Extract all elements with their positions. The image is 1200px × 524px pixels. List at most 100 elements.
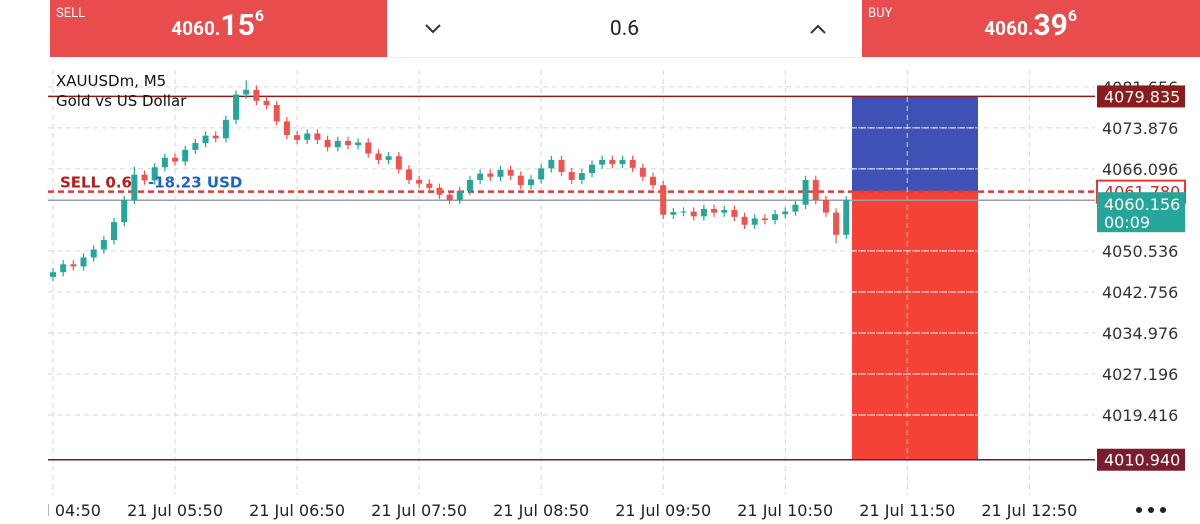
candle-body bbox=[100, 240, 107, 250]
more-menu[interactable] bbox=[1136, 507, 1166, 513]
candle-body bbox=[639, 167, 646, 177]
volume-value[interactable]: 0.6 bbox=[609, 17, 640, 41]
candle-body bbox=[568, 172, 575, 180]
candle-body bbox=[589, 164, 596, 174]
candle-body bbox=[395, 156, 402, 170]
x-tick-label: 21 Jul 08:50 bbox=[493, 501, 589, 520]
candle-body bbox=[660, 185, 667, 215]
candle-body bbox=[477, 173, 484, 180]
candle-body bbox=[375, 153, 382, 160]
candle-body bbox=[670, 212, 677, 215]
candle-body bbox=[812, 179, 819, 200]
candle-body bbox=[538, 168, 545, 180]
x-tick-label: 21 Jul 10:50 bbox=[737, 501, 833, 520]
candle-body bbox=[60, 264, 67, 273]
candle-body bbox=[497, 169, 504, 177]
candle-body bbox=[700, 208, 707, 217]
upper-level-label-box bbox=[1097, 85, 1185, 108]
candle-body bbox=[599, 159, 606, 165]
candle-body bbox=[466, 179, 473, 192]
candle-body bbox=[151, 167, 158, 181]
candle-body bbox=[344, 140, 351, 146]
buy-button[interactable]: BUY 4060.396 bbox=[862, 0, 1200, 57]
decrease-button[interactable] bbox=[423, 22, 443, 36]
candle-body bbox=[782, 211, 789, 215]
candle-body bbox=[70, 264, 77, 267]
candle-body bbox=[436, 187, 443, 195]
candle-body bbox=[324, 139, 331, 148]
candle-body bbox=[263, 100, 270, 106]
buy-label: BUY bbox=[868, 6, 893, 21]
price-part: 4060. bbox=[984, 17, 1034, 40]
candle-body bbox=[751, 218, 758, 225]
upper-level-label: 4079.835 bbox=[1104, 87, 1180, 106]
candle-body bbox=[446, 194, 453, 200]
lower-level-label: 4010.940 bbox=[1104, 451, 1180, 470]
candle-body bbox=[548, 159, 555, 169]
buy-price: 4060.396 bbox=[984, 6, 1077, 43]
candle-body bbox=[334, 140, 341, 148]
sell-button[interactable]: SELL 4060.156 bbox=[50, 0, 387, 57]
trade-label: SELL 0.6 bbox=[60, 174, 132, 192]
candle-body bbox=[416, 179, 423, 184]
candle-body bbox=[507, 169, 514, 176]
candle-body bbox=[456, 191, 463, 200]
increase-button[interactable] bbox=[808, 22, 828, 36]
current-price-label: 4060.156 bbox=[1104, 195, 1180, 214]
profit-zone bbox=[852, 191, 978, 460]
price-part: 4060. bbox=[171, 17, 221, 40]
candle-body bbox=[182, 149, 189, 162]
candle-body bbox=[141, 174, 148, 181]
candle-body bbox=[772, 214, 779, 221]
y-tick-label: 4066.096 bbox=[1102, 160, 1178, 179]
candle-body bbox=[304, 133, 311, 140]
x-tick-label: 21 Jul 09:50 bbox=[615, 501, 711, 520]
x-tick-label: 21 Jul 07:50 bbox=[371, 501, 467, 520]
candle-body bbox=[121, 199, 128, 223]
y-tick-label: 4034.976 bbox=[1102, 324, 1178, 343]
candle-body bbox=[609, 159, 616, 165]
x-tick-label: 21 Jul 06:50 bbox=[249, 501, 345, 520]
x-tick-label: 21 Jul 04:50 bbox=[5, 501, 101, 520]
price-part: 15 bbox=[220, 8, 255, 43]
y-tick-label: 4050.536 bbox=[1102, 242, 1178, 261]
candle-body bbox=[314, 133, 321, 140]
price-part: 39 bbox=[1033, 8, 1068, 43]
candle-body bbox=[843, 200, 850, 235]
candle-body bbox=[161, 157, 168, 168]
candle-body bbox=[253, 89, 260, 101]
candle-body bbox=[243, 89, 250, 95]
candle-body bbox=[192, 143, 199, 150]
candle-body bbox=[650, 176, 657, 186]
candle-body bbox=[222, 119, 229, 139]
candle-body bbox=[212, 135, 219, 139]
candle-body bbox=[527, 179, 534, 186]
candle-body bbox=[294, 135, 301, 140]
y-tick-label: 4073.876 bbox=[1102, 119, 1178, 138]
candle-body bbox=[792, 204, 799, 212]
candle-body bbox=[517, 175, 524, 186]
price-part: 6 bbox=[254, 6, 264, 25]
candle-body bbox=[426, 183, 433, 188]
sell-price: 4060.156 bbox=[171, 6, 264, 43]
candle-body bbox=[90, 249, 97, 258]
x-tick-label: 21 Jul 11:50 bbox=[859, 501, 955, 520]
candle-body bbox=[80, 257, 87, 267]
candle-body bbox=[721, 209, 728, 213]
symbol: XAUUSDm, M5 bbox=[56, 72, 166, 90]
y-tick-label: 4019.416 bbox=[1102, 406, 1178, 425]
candle-body bbox=[355, 142, 362, 146]
candle-body bbox=[172, 157, 179, 162]
candle-body bbox=[558, 159, 565, 173]
candle-body bbox=[273, 105, 280, 122]
candle-body bbox=[283, 121, 290, 136]
sell-label: SELL bbox=[56, 6, 86, 21]
x-label-clip: 21 Jul 04:50 bbox=[5, 501, 101, 520]
stop-zone bbox=[852, 96, 978, 192]
y-tick-label: 4042.756 bbox=[1102, 283, 1178, 302]
candle-body bbox=[578, 173, 585, 180]
candle-body bbox=[711, 208, 718, 213]
candle-body bbox=[802, 179, 809, 205]
candle-body bbox=[680, 211, 687, 213]
